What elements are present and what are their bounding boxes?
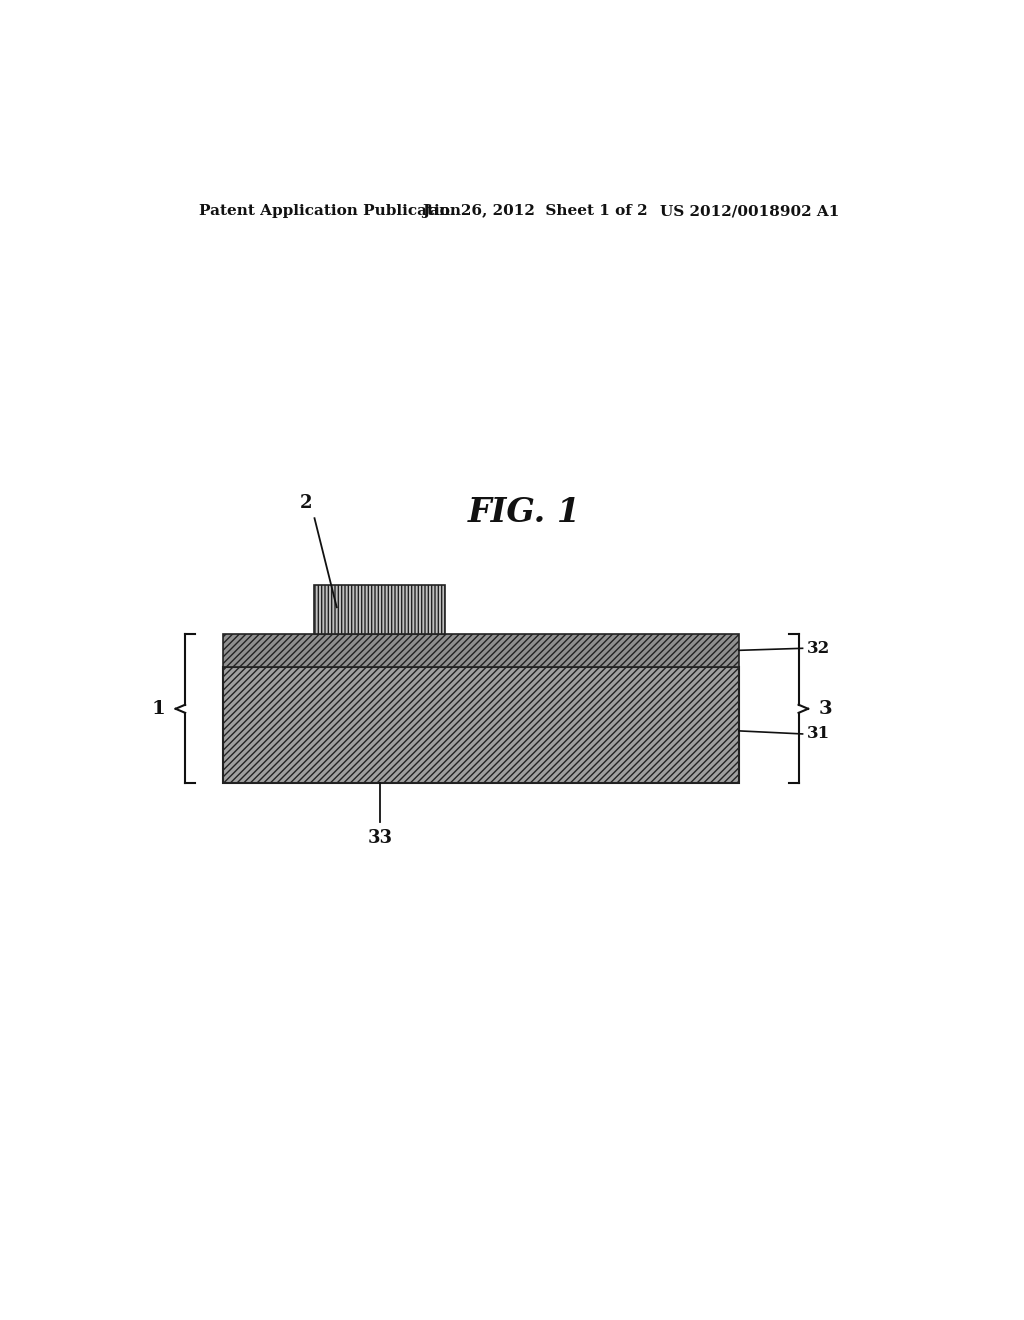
Bar xyxy=(314,585,445,634)
Text: 31: 31 xyxy=(807,726,829,742)
Text: 3: 3 xyxy=(818,700,833,718)
Text: Jan. 26, 2012  Sheet 1 of 2: Jan. 26, 2012 Sheet 1 of 2 xyxy=(422,205,647,218)
Text: 2: 2 xyxy=(300,494,312,512)
Bar xyxy=(223,667,739,784)
Text: 32: 32 xyxy=(807,640,829,657)
Text: US 2012/0018902 A1: US 2012/0018902 A1 xyxy=(659,205,839,218)
Text: Patent Application Publication: Patent Application Publication xyxy=(200,205,462,218)
Text: 33: 33 xyxy=(368,829,392,847)
Text: FIG. 1: FIG. 1 xyxy=(468,496,582,529)
Text: 1: 1 xyxy=(152,700,165,718)
Bar xyxy=(223,634,739,667)
